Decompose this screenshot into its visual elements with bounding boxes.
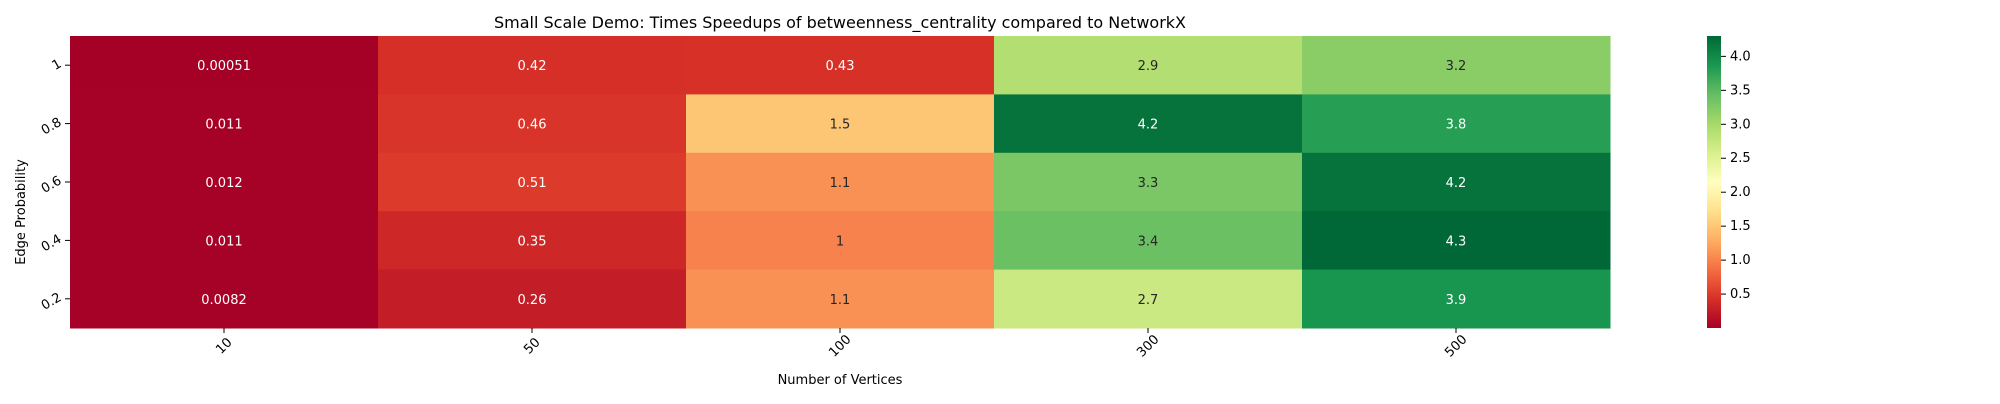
heatmap-cell <box>686 269 995 329</box>
heatmap-cell <box>1302 152 1611 212</box>
cell-label: 4.2 <box>1138 118 1159 133</box>
cell-label: 3.3 <box>1138 176 1159 191</box>
heatmap-cell <box>994 94 1303 154</box>
colorbar-tick-label: 2.0 <box>1730 185 1751 200</box>
heatmap-cell <box>1302 211 1611 271</box>
cell-label: 0.00051 <box>197 59 251 74</box>
heatmap-cell <box>70 269 379 329</box>
heatmap-cell <box>686 94 995 154</box>
colorbar-gradient <box>1707 36 1721 328</box>
cell-label: 0.43 <box>826 59 855 74</box>
heatmap-cell <box>70 94 379 154</box>
y-tick-label: 0.6 <box>39 173 64 196</box>
heatmap-cell <box>994 36 1303 95</box>
heatmap-cell <box>1302 269 1611 329</box>
heatmap-cell <box>378 36 687 95</box>
heatmap-cell <box>378 152 687 212</box>
cell-label: 0.011 <box>205 118 242 133</box>
cell-label: 1.1 <box>830 293 851 308</box>
heatmap-cell <box>686 152 995 212</box>
chart-title: Small Scale Demo: Times Speedups of betw… <box>494 13 1186 33</box>
y-tick-label: 0.2 <box>39 290 64 313</box>
cell-label: 0.26 <box>518 293 547 308</box>
x-axis: 10 50 100 300 500 <box>213 328 1470 360</box>
x-tick-label: 300 <box>1134 332 1162 360</box>
heatmap-cell <box>1302 36 1611 95</box>
cell-label: 0.51 <box>518 176 547 191</box>
heatmap-cell <box>70 211 379 271</box>
x-tick-label: 100 <box>826 332 854 360</box>
heatmap-cell <box>686 211 995 271</box>
heatmap-cell <box>994 211 1303 271</box>
colorbar-tick-label: 3.0 <box>1730 117 1751 132</box>
cell-label: 0.011 <box>205 234 242 249</box>
cell-label: 1.1 <box>830 176 851 191</box>
colorbar-tick-label: 4.0 <box>1730 49 1751 64</box>
colorbar: 0.5 1.0 1.5 2.0 2.5 3.0 3.5 4.0 <box>1707 36 1751 328</box>
colorbar-tick-label: 3.5 <box>1730 83 1751 98</box>
heatmap-cell <box>1302 94 1611 154</box>
cell-label: 0.0082 <box>201 293 247 308</box>
cell-label: 2.7 <box>1138 293 1159 308</box>
cell-label: 4.3 <box>1446 234 1467 249</box>
cell-label: 1 <box>836 234 844 249</box>
heatmap-cell <box>70 36 379 95</box>
y-tick-label: 0.4 <box>39 232 64 255</box>
cell-label: 0.42 <box>518 59 547 74</box>
colorbar-tick-label: 1.5 <box>1730 219 1751 234</box>
y-axis-label: Edge Probability <box>14 159 29 265</box>
cell-label: 4.2 <box>1446 176 1467 191</box>
cell-label: 3.8 <box>1446 118 1467 133</box>
x-tick-label: 500 <box>1442 332 1470 360</box>
cell-label: 2.9 <box>1138 59 1159 74</box>
cell-label: 3.4 <box>1138 234 1159 249</box>
colorbar-tick-label: 2.5 <box>1730 151 1751 166</box>
y-axis: 1 0.8 0.6 0.4 0.2 <box>39 57 70 314</box>
cell-label: 0.46 <box>518 118 547 133</box>
x-tick-label: 10 <box>213 335 235 357</box>
heatmap-cell <box>378 211 687 271</box>
heatmap-cell <box>686 36 995 95</box>
heatmap-cell <box>378 269 687 329</box>
y-tick-label: 1 <box>50 57 65 74</box>
cell-label: 0.012 <box>205 176 242 191</box>
heatmap-cell <box>378 94 687 154</box>
cell-label: 0.35 <box>518 234 547 249</box>
x-axis-label: Number of Vertices <box>778 373 903 388</box>
heatmap-cell <box>70 152 379 212</box>
y-tick-label: 0.8 <box>39 115 64 138</box>
colorbar-tick-label: 0.5 <box>1730 287 1751 302</box>
heatmap-cell <box>994 152 1303 212</box>
cell-label: 3.9 <box>1446 293 1467 308</box>
heatmap-cell <box>994 269 1303 329</box>
cell-label: 1.5 <box>830 118 851 133</box>
colorbar-tick-label: 1.0 <box>1730 253 1751 268</box>
heatmap-cells: 0.00051 0.42 0.43 2.9 3.2 0.011 0.46 1.5 4.2 3.8 0… <box>70 36 1611 329</box>
x-tick-label: 50 <box>521 335 543 357</box>
cell-label: 3.2 <box>1446 59 1467 74</box>
